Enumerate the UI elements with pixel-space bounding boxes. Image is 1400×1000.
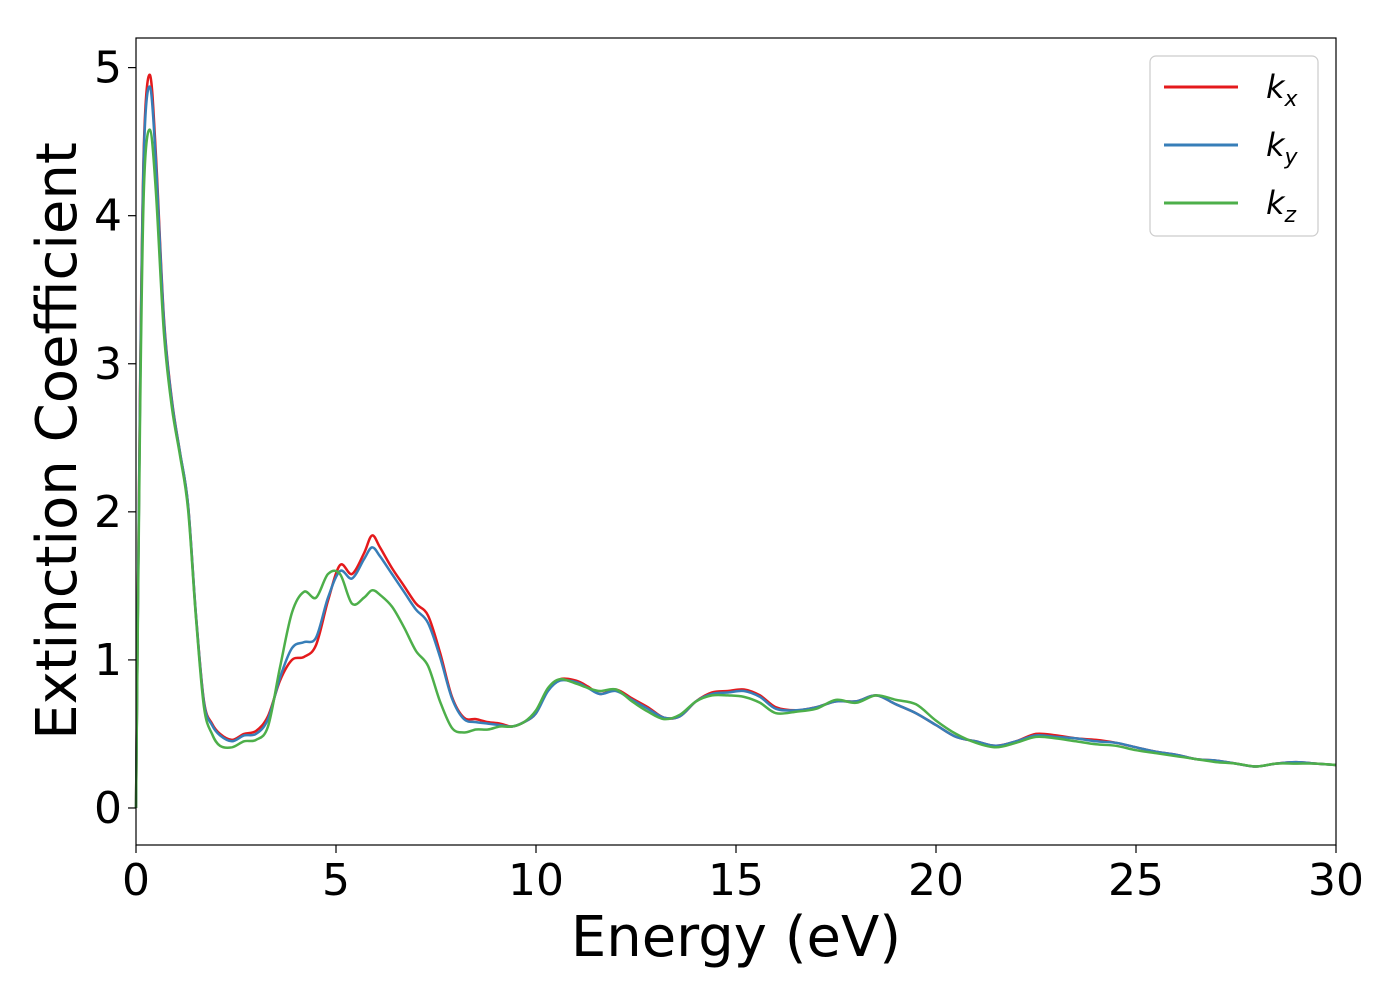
x-tick-label: 0	[122, 855, 150, 906]
x-ticks: 0 5 10 15 20 25 30	[122, 845, 1364, 906]
y-tick-label: 3	[94, 339, 122, 390]
x-tick-label: 5	[322, 855, 350, 906]
y-tick-label: 4	[94, 191, 122, 242]
x-axis-label: Energy (eV)	[571, 905, 901, 970]
x-tick-label: 15	[708, 855, 764, 906]
legend-label-ky: ky	[1266, 126, 1299, 170]
legend-label-kx: kx	[1266, 68, 1299, 112]
legend-label-kz: kz	[1266, 184, 1297, 228]
y-tick-label: 2	[94, 487, 122, 538]
x-tick-label: 10	[508, 855, 564, 906]
y-tick-label: 5	[94, 43, 122, 94]
series-line-kz	[134, 128, 1337, 809]
y-axis-label: Extinction Coefficient	[25, 142, 90, 740]
y-ticks: 0 1 2 3 4 5	[94, 43, 136, 834]
legend: kx ky kz	[1149, 55, 1319, 237]
x-tick-label: 25	[1108, 855, 1164, 906]
y-tick-label: 1	[94, 635, 122, 686]
plot-background	[136, 38, 1336, 845]
x-tick-label: 30	[1308, 855, 1364, 906]
series-line-ky	[134, 85, 1337, 809]
series-layer	[134, 73, 1337, 809]
y-tick-label: 0	[94, 783, 122, 834]
x-tick-label: 20	[908, 855, 964, 906]
